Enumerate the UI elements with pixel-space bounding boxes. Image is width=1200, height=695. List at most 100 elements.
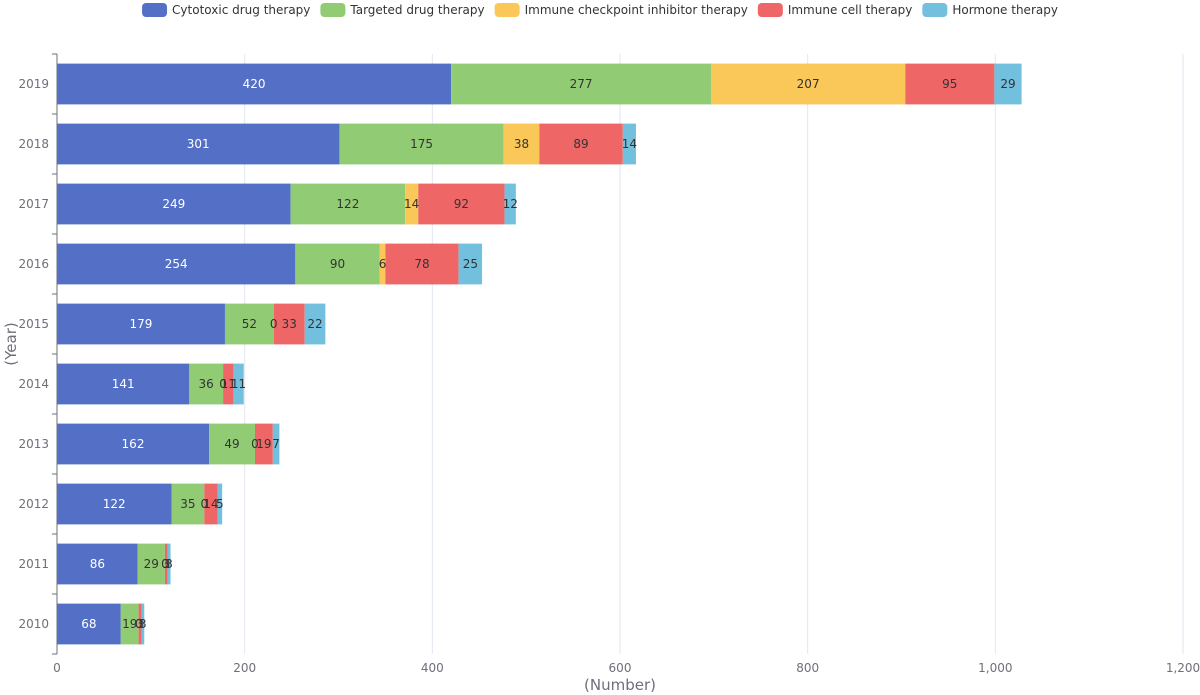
bar-value-label: 29 (1000, 77, 1015, 91)
bar-value-label: 141 (112, 377, 135, 391)
bar-value-label: 122 (336, 197, 359, 211)
bar-segment-cytotoxic-drug-therapy (57, 543, 138, 585)
bar-value-label: 0 (251, 437, 259, 451)
x-tick-label: 400 (421, 661, 444, 675)
bar-value-label: 7 (272, 437, 280, 451)
legend-label: Targeted drug therapy (349, 3, 484, 17)
bar-segment-immune-cell-therapy (223, 363, 234, 405)
x-tick-label: 600 (609, 661, 632, 675)
bar-segment-immune-cell-therapy (254, 423, 273, 465)
legend-label: Immune checkpoint inhibitor therapy (525, 3, 748, 17)
bar-value-label: 11 (221, 377, 236, 391)
y-tick-label: 2016 (18, 257, 49, 271)
y-tick-label: 2019 (18, 77, 49, 91)
bar-segment-cytotoxic-drug-therapy (57, 303, 225, 345)
bar-segment-cytotoxic-drug-therapy (57, 243, 296, 285)
bar-segment-hormone-therapy (167, 543, 171, 585)
bar-value-label: 162 (122, 437, 145, 451)
bar-value-label: 14 (622, 137, 637, 151)
bar-segment-targeted-drug-therapy (189, 363, 224, 405)
bar-segment-hormone-therapy (217, 483, 223, 525)
bar-value-label: 68 (81, 617, 96, 631)
bar-value-label: 89 (573, 137, 588, 151)
bar-value-label: 33 (282, 317, 297, 331)
bar-segment-hormone-therapy (504, 183, 516, 225)
bar-value-label: 35 (180, 497, 195, 511)
bar-value-label: 19 (122, 617, 137, 631)
bar-segment-targeted-drug-therapy (339, 123, 504, 165)
bar-value-label: 0 (219, 377, 227, 391)
bar-segment-targeted-drug-therapy (171, 483, 205, 525)
bar-value-label: 0 (270, 317, 278, 331)
bar-segment-targeted-drug-therapy (120, 603, 139, 645)
y-tick-label: 2013 (18, 437, 49, 451)
bar-value-label: 22 (307, 317, 322, 331)
bar-segment-cytotoxic-drug-therapy (57, 423, 210, 465)
bar-segment-targeted-drug-therapy (224, 303, 274, 345)
bar-segment-immune-checkpoint-inhibitor-therapy (711, 63, 906, 105)
bar-value-label: 122 (103, 497, 126, 511)
bar-segment-immune-cell-therapy (539, 123, 623, 165)
bar-segment-cytotoxic-drug-therapy (57, 603, 121, 645)
bar-value-label: 301 (187, 137, 210, 151)
bar-segment-immune-checkpoint-inhibitor-therapy (405, 183, 419, 225)
bar-value-label: 14 (203, 497, 218, 511)
bar-value-label: 49 (224, 437, 239, 451)
y-tick-label: 2010 (18, 617, 49, 631)
legend-swatch (494, 3, 520, 17)
legend-item-immune-checkpoint-inhibitor-therapy[interactable]: Immune checkpoint inhibitor therapy (494, 3, 748, 17)
bar-value-label: 5 (216, 497, 224, 511)
legend-swatch (757, 3, 783, 17)
legend-item-cytotoxic-drug-therapy[interactable]: Cytotoxic drug therapy (142, 3, 310, 17)
bar-value-label: 92 (454, 197, 469, 211)
bar-value-label: 52 (242, 317, 257, 331)
bar-segment-hormone-therapy (458, 243, 483, 285)
bar-segment-cytotoxic-drug-therapy (57, 363, 190, 405)
bar-segment-immune-cell-therapy (273, 303, 305, 345)
y-tick-label: 2017 (18, 197, 49, 211)
bar-value-label: 0 (135, 617, 143, 631)
legend-item-immune-cell-therapy[interactable]: Immune cell therapy (757, 3, 913, 17)
legend-item-hormone-therapy[interactable]: Hormone therapy (922, 3, 1058, 17)
axes: 0 200 400 600 800 1,000 1,20020192018201720162… (18, 53, 1200, 675)
bar-segment-hormone-therapy (233, 363, 244, 405)
bar-segment-hormone-therapy (304, 303, 326, 345)
y-tick-label: 2011 (18, 557, 49, 571)
bar-value-label: 254 (165, 257, 188, 271)
bar-segment-immune-cell-therapy (138, 603, 142, 645)
bar-segment-hormone-therapy (622, 123, 636, 165)
x-tick-label: 0 (53, 661, 61, 675)
x-tick-label: 1,200 (1166, 661, 1200, 675)
y-tick-label: 2018 (18, 137, 49, 151)
bar-segment-hormone-therapy (272, 423, 280, 465)
bar-segment-immune-cell-therapy (418, 183, 505, 225)
x-axis-title: (Number) (584, 676, 656, 694)
legend-swatch (142, 3, 168, 17)
bar-value-label: 0 (200, 497, 208, 511)
bar-value-label: 95 (942, 77, 957, 91)
bar-value-label: 29 (144, 557, 159, 571)
bar-value-label: 179 (130, 317, 153, 331)
bar-value-label: 420 (243, 77, 266, 91)
bar-value-label: 0 (161, 557, 169, 571)
bar-value-label: 12 (503, 197, 518, 211)
legend-swatch (922, 3, 948, 17)
legend-label: Cytotoxic drug therapy (172, 3, 310, 17)
bar-value-label: 3 (165, 557, 173, 571)
bar-value-label: 3 (136, 617, 144, 631)
bar-segment-hormone-therapy (141, 603, 145, 645)
bar-segment-immune-checkpoint-inhibitor-therapy (379, 243, 386, 285)
bar-segment-immune-cell-therapy (385, 243, 459, 285)
y-tick-label: 2012 (18, 497, 49, 511)
legend-item-targeted-drug-therapy[interactable]: Targeted drug therapy (320, 3, 485, 17)
bar-segment-immune-checkpoint-inhibitor-therapy (503, 123, 540, 165)
bar-segment-cytotoxic-drug-therapy (57, 483, 172, 525)
bar-value-label: 6 (379, 257, 387, 271)
y-tick-label: 2015 (18, 317, 49, 331)
bar-value-label: 3 (162, 557, 170, 571)
x-tick-label: 800 (796, 661, 819, 675)
x-tick-label: 200 (233, 661, 256, 675)
bar-value-label: 249 (162, 197, 185, 211)
